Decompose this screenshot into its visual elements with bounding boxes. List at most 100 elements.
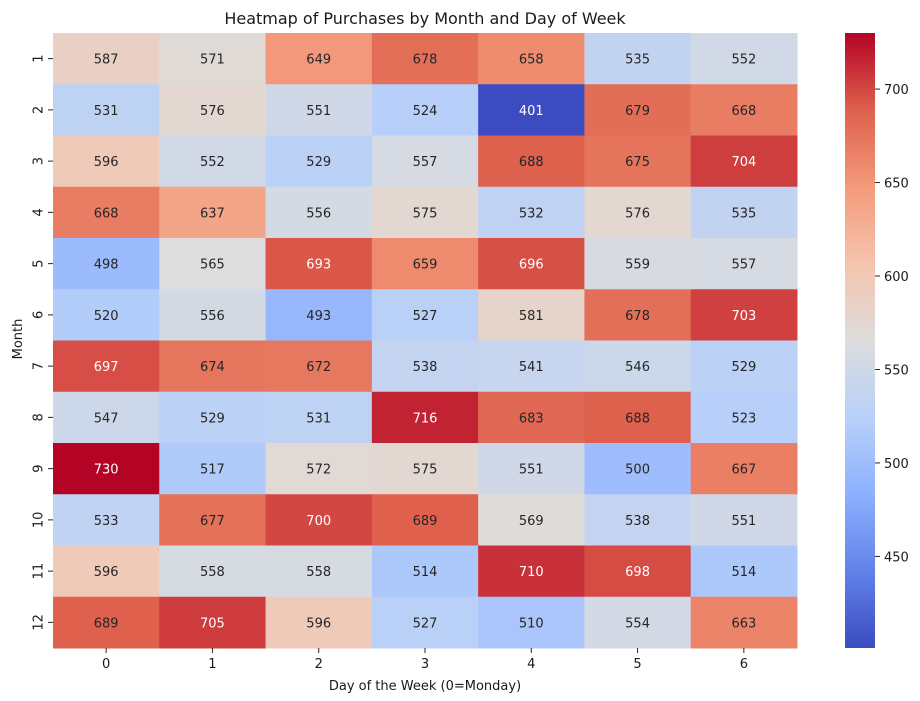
cell-value-label: 551	[306, 104, 331, 119]
heatmap-cell	[53, 186, 160, 239]
heatmap-cell	[371, 84, 479, 136]
heatmap-cell	[690, 545, 798, 598]
heatmap-cell	[690, 186, 798, 239]
x-tick-label: 0	[102, 657, 110, 672]
cell-value-label: 678	[413, 53, 438, 68]
cell-value-label: 556	[200, 309, 225, 324]
cell-value-label: 493	[306, 309, 331, 324]
cell-value-label: 533	[94, 514, 119, 529]
heatmap-cell	[265, 289, 373, 341]
heatmap-cell	[159, 186, 267, 239]
heatmap-cell	[53, 84, 160, 136]
y-tick-label: 4	[32, 208, 47, 216]
cell-value-label: 659	[413, 258, 438, 273]
heatmap-cell	[584, 340, 692, 393]
heatmap-cell	[478, 33, 585, 85]
cell-value-label: 524	[413, 104, 438, 119]
heatmap-cell	[478, 289, 585, 341]
chart-title: Heatmap of Purchases by Month and Day of…	[224, 9, 626, 28]
cell-value-label: 689	[94, 616, 119, 631]
heatmap-cell	[478, 238, 585, 290]
heatmap-cell	[53, 443, 160, 495]
cell-value-label: 700	[306, 514, 331, 529]
x-tick-label: 4	[527, 657, 535, 672]
x-tick-label: 3	[421, 657, 429, 672]
cell-value-label: 576	[625, 206, 650, 221]
colorbar-ticks: 450 500 550 600 650 700	[875, 83, 909, 565]
colorbar-tick-label: 650	[884, 177, 909, 192]
heatmap-cell	[265, 494, 373, 546]
heatmap-cell	[690, 289, 798, 341]
cell-value-label: 541	[519, 360, 544, 375]
heatmap-cell	[371, 238, 479, 290]
cell-value-label: 696	[519, 258, 544, 273]
heatmap-cell	[478, 545, 585, 598]
cell-value-label: 672	[306, 360, 331, 375]
heatmap-cell	[265, 238, 373, 290]
cell-value-label: 529	[731, 360, 756, 375]
cell-value-label: 668	[731, 104, 756, 119]
cell-value-label: 697	[94, 360, 119, 375]
heatmap-cell	[584, 289, 692, 341]
heatmap-cell	[265, 84, 373, 136]
heatmap-cell	[690, 391, 798, 444]
heatmap-cell	[53, 238, 160, 290]
cell-value-label: 532	[519, 206, 544, 221]
heatmap-cell	[265, 391, 373, 444]
heatmap-cell	[690, 443, 798, 495]
cell-value-label: 551	[731, 514, 756, 529]
cell-value-label: 401	[519, 104, 544, 119]
cell-value-label: 581	[519, 309, 544, 324]
heatmap-cell	[478, 391, 585, 444]
x-tick-label: 2	[315, 657, 323, 672]
colorbar-tick-label: 550	[884, 363, 909, 378]
cell-value-label: 552	[731, 53, 756, 68]
cell-value-label: 529	[306, 155, 331, 170]
cell-value-label: 679	[625, 104, 650, 119]
cell-value-label: 637	[200, 206, 225, 221]
heatmap-cell	[584, 494, 692, 546]
y-tick-label: 8	[32, 413, 47, 421]
y-axis-label: Month	[11, 319, 26, 360]
cell-value-label: 565	[200, 258, 225, 273]
cell-value-label: 688	[625, 411, 650, 426]
heatmap-cell	[53, 391, 160, 444]
cell-value-label: 558	[306, 565, 331, 580]
heatmap-cell	[53, 289, 160, 341]
cell-value-label: 569	[519, 514, 544, 529]
heatmap-cell	[159, 391, 267, 444]
cell-value-label: 572	[306, 463, 331, 478]
heatmap-cell	[584, 33, 692, 85]
heatmap-cell	[159, 289, 267, 341]
cell-value-label: 710	[519, 565, 544, 580]
heatmap-cell	[478, 186, 585, 239]
heatmap-cell	[690, 238, 798, 290]
cell-value-label: 527	[413, 309, 438, 324]
cell-value-label: 571	[200, 53, 225, 68]
cell-value-label: 667	[731, 463, 756, 478]
cell-value-label: 705	[200, 616, 225, 631]
heatmap-cell	[371, 289, 479, 341]
cell-value-label: 514	[731, 565, 756, 580]
y-tick-label: 10	[32, 512, 47, 529]
heatmap-cell	[371, 186, 479, 239]
cell-value-label: 552	[200, 155, 225, 170]
cell-value-label: 535	[625, 53, 650, 68]
heatmap-cell	[584, 391, 692, 444]
heatmap-cell	[584, 545, 692, 598]
cell-value-label: 575	[413, 206, 438, 221]
cell-value-label: 716	[413, 411, 438, 426]
heatmap-cell	[371, 545, 479, 598]
heatmap-cell	[478, 340, 585, 393]
heatmap-cell	[159, 494, 267, 546]
heatmap-cell	[53, 135, 160, 188]
heatmap-cell	[371, 391, 479, 444]
y-tick-label: 9	[32, 464, 47, 472]
cell-value-label: 575	[413, 463, 438, 478]
y-tick-label: 6	[32, 311, 47, 319]
heatmap-cell	[159, 135, 267, 188]
heatmap-cell	[53, 340, 160, 393]
cell-value-label: 557	[413, 155, 438, 170]
